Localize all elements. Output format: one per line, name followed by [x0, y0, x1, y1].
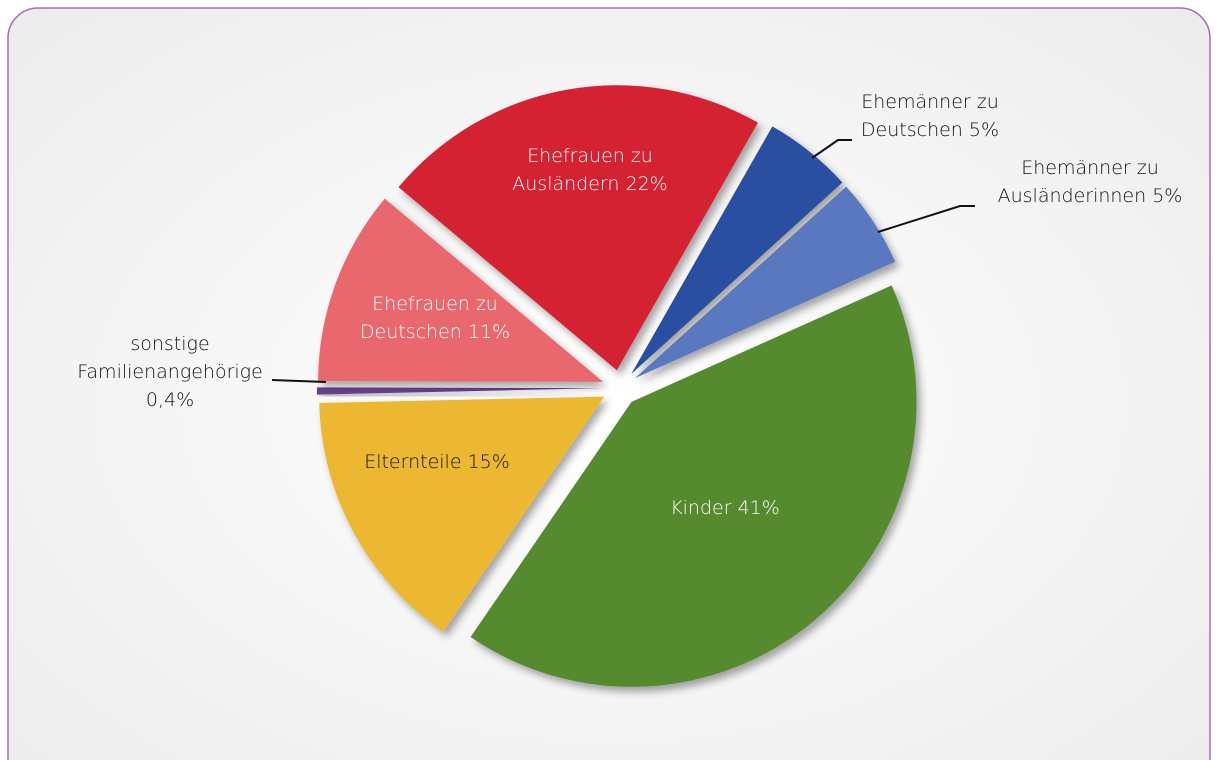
slice-label: Kinder 41%	[625, 494, 825, 522]
value-label: 22%	[625, 173, 668, 195]
pie	[317, 85, 917, 687]
category-name: Ehefrauen zu Ausländern	[512, 145, 653, 195]
value-label: 0,4%	[145, 389, 195, 411]
category-name: Ehemänner zu Ausländerinnen	[997, 157, 1159, 207]
category-name: Kinder	[670, 497, 732, 519]
category-name: Ehefrauen zu Deutschen	[359, 293, 498, 343]
pie-slice	[398, 85, 758, 371]
value-label: 15%	[467, 451, 510, 473]
category-name: Elternteile	[364, 451, 462, 473]
value-label: 11%	[467, 321, 511, 343]
leader-line	[811, 139, 852, 159]
pie-slice	[631, 126, 843, 374]
category-name: Ehemänner zu Deutschen	[860, 91, 999, 141]
value-label: 5%	[968, 119, 1000, 141]
leader-lines	[271, 139, 975, 383]
pie-slice	[317, 387, 603, 395]
pie-slice	[635, 186, 896, 379]
slice-label: Ehemänner zu Ausländerinnen 5%	[985, 154, 1195, 210]
slice-label: Elternteile 15%	[337, 448, 537, 476]
leader-line	[877, 205, 975, 233]
value-label: 41%	[737, 497, 780, 519]
pie-slice	[470, 285, 917, 687]
category-name: sonstige Familienangehörige	[77, 333, 263, 383]
value-label: 5%	[1152, 185, 1183, 207]
slice-label: Ehefrauen zu Ausländern 22%	[495, 142, 685, 198]
pie-slice	[318, 198, 604, 382]
pie-slice	[319, 396, 605, 632]
slice-label: sonstige Familienangehörige 0,4%	[63, 330, 278, 414]
slice-label: Ehemänner zu Deutschen 5%	[835, 88, 1025, 144]
slice-label: Ehefrauen zu Deutschen 11%	[348, 290, 523, 346]
leader-line	[271, 379, 327, 383]
panel	[7, 7, 1211, 760]
